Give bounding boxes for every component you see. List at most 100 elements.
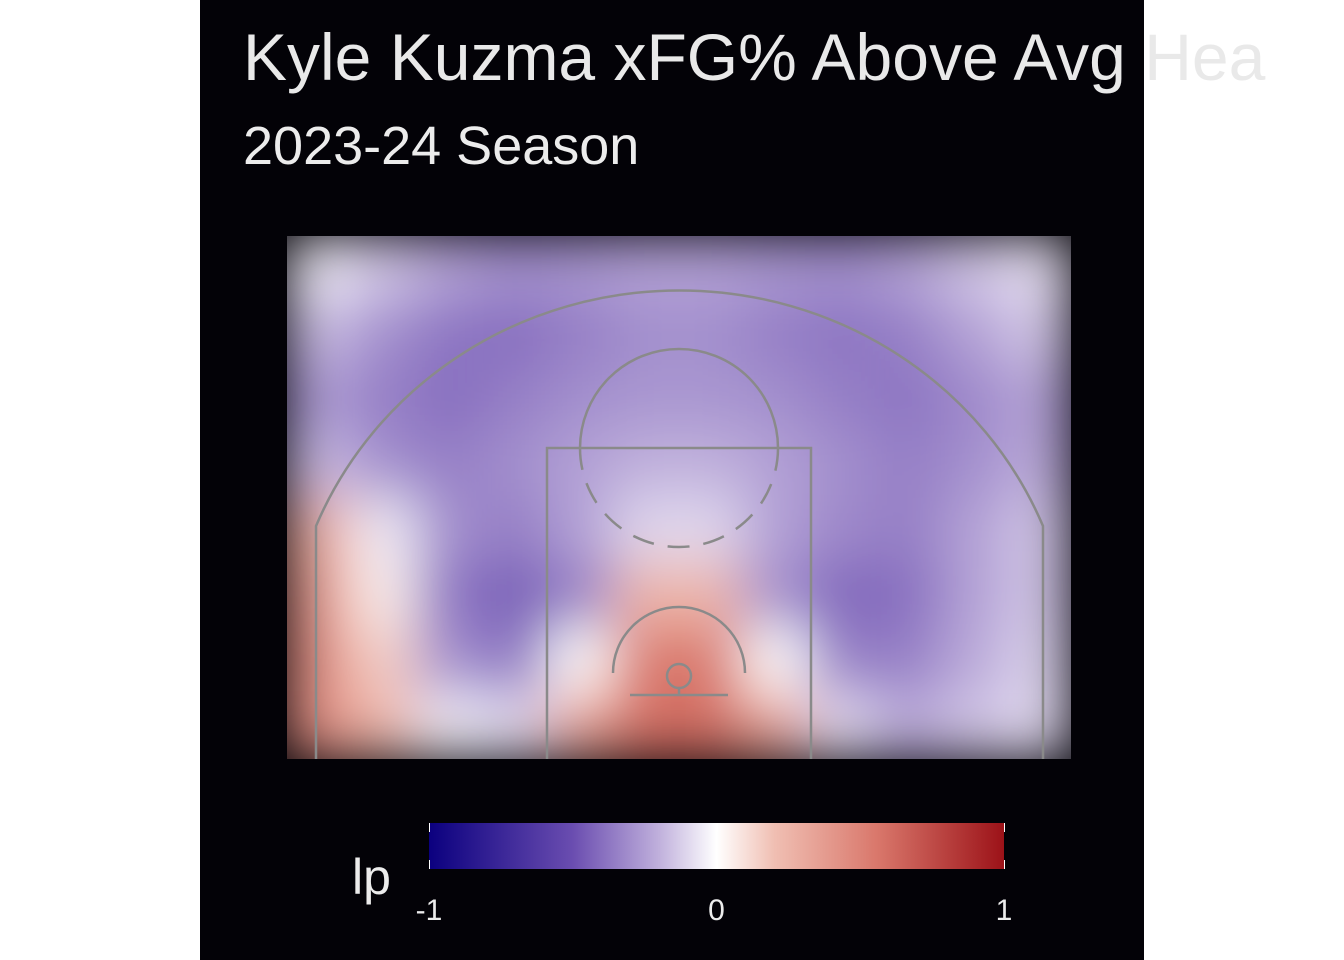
heatmap-cell xyxy=(287,496,354,564)
heatmap-cell xyxy=(808,236,876,303)
heatmap-cell xyxy=(939,365,1007,434)
court-lines xyxy=(314,289,1045,759)
heatmap-cell xyxy=(612,561,680,630)
heatmap-cell xyxy=(351,692,419,759)
heatmap-cell xyxy=(547,365,615,434)
heatmap-cell xyxy=(939,431,1007,499)
legend-tick-mark xyxy=(429,860,430,869)
heatmap-cell xyxy=(939,627,1007,695)
heatmap-cell xyxy=(874,236,942,303)
heatmap-cell xyxy=(287,236,354,303)
heatmap-cell xyxy=(678,300,746,368)
heatmap-cell xyxy=(678,431,746,499)
heatmap-cell xyxy=(808,365,876,434)
heatmap-cell xyxy=(1004,431,1071,499)
heatmap-cell xyxy=(1004,561,1071,630)
heatmap-cell xyxy=(1004,496,1071,564)
heatmap-cell xyxy=(939,300,1007,368)
heatmap-cell xyxy=(351,496,419,564)
heatmap-cell xyxy=(547,561,615,630)
heatmap-cell xyxy=(743,365,811,434)
heatmap-cell xyxy=(287,627,354,695)
heatmap-cell xyxy=(743,692,811,759)
heatmap-cell xyxy=(612,431,680,499)
legend-tick-mark xyxy=(1004,823,1005,832)
restricted-area-arc xyxy=(611,605,747,674)
heatmap-cell xyxy=(874,431,942,499)
heatmap-cell xyxy=(678,692,746,759)
heatmap-cell xyxy=(612,692,680,759)
heatmap-cell xyxy=(416,236,484,303)
heatmap-cell xyxy=(678,561,746,630)
paint-lane xyxy=(545,446,813,759)
heatmap-cell xyxy=(351,627,419,695)
rim xyxy=(665,662,693,690)
heatmap-cell xyxy=(808,496,876,564)
heatmap-cell xyxy=(874,300,942,368)
heatmap-cell xyxy=(482,236,550,303)
legend-tick-mark xyxy=(716,823,718,832)
heatmap-cell xyxy=(808,300,876,368)
heatmap-cell xyxy=(874,627,942,695)
heatmap-cell xyxy=(874,561,942,630)
heatmap-cell xyxy=(1004,365,1071,434)
heatmap-cell xyxy=(547,236,615,303)
legend-title: lp xyxy=(352,849,391,905)
heatmap-cell xyxy=(743,236,811,303)
heatmap-cell xyxy=(939,236,1007,303)
heatmap-cell xyxy=(482,496,550,564)
heatmap-cell xyxy=(874,365,942,434)
heatmap-cell xyxy=(482,692,550,759)
heatmap-cell xyxy=(482,300,550,368)
heatmap-cell xyxy=(482,431,550,499)
heatmap-cell xyxy=(416,561,484,630)
legend-tick-mark xyxy=(1004,860,1005,869)
heatmap-cell xyxy=(874,496,942,564)
heatmap-cell xyxy=(939,561,1007,630)
heatmap-cell xyxy=(351,300,419,368)
heatmap-cell xyxy=(808,561,876,630)
heatmap-cell xyxy=(874,692,942,759)
heatmap-cells xyxy=(287,236,1071,759)
heatmap-cell xyxy=(416,431,484,499)
heatmap-cell xyxy=(547,300,615,368)
free-throw-circle-bottom xyxy=(578,447,780,549)
heatmap-cell xyxy=(808,431,876,499)
free-throw-circle-top xyxy=(578,347,780,449)
heatmap-cell xyxy=(1004,627,1071,695)
heatmap-cell xyxy=(678,496,746,564)
heatmap-cell xyxy=(743,300,811,368)
heatmap-cell xyxy=(416,496,484,564)
heatmap-cell xyxy=(287,365,354,434)
heatmap-cell xyxy=(351,431,419,499)
legend-tick-label: 1 xyxy=(995,894,1013,927)
heatmap-cell xyxy=(351,365,419,434)
heatmap-cell xyxy=(1004,300,1071,368)
heatmap-cell xyxy=(416,692,484,759)
heatmap-cell xyxy=(547,692,615,759)
heatmap-cell xyxy=(939,496,1007,564)
heatmap-cell xyxy=(547,627,615,695)
heatmap-cell xyxy=(482,365,550,434)
heatmap-cell xyxy=(808,692,876,759)
heatmap-cell xyxy=(743,627,811,695)
legend-tick-label: 0 xyxy=(708,894,725,927)
heatmap-cell xyxy=(351,561,419,630)
heatmap-cell xyxy=(416,300,484,368)
heatmap-cell xyxy=(612,365,680,434)
court-heatmap xyxy=(287,236,1071,759)
heatmap-cell xyxy=(287,692,354,759)
chart-subtitle: 2023-24 Season xyxy=(243,116,640,176)
heatmap-cell xyxy=(743,561,811,630)
heatmap-cell xyxy=(743,496,811,564)
heatmap-cell xyxy=(287,300,354,368)
legend-tick-label: -1 xyxy=(415,894,443,927)
legend-tick-mark xyxy=(716,860,718,869)
heatmap-cell xyxy=(482,561,550,630)
heatmap-cell xyxy=(351,236,419,303)
heatmap-cell xyxy=(808,627,876,695)
heatmap-cell xyxy=(939,692,1007,759)
heatmap-cell xyxy=(1004,236,1071,303)
heatmap-cell xyxy=(416,627,484,695)
heatmap-cell xyxy=(482,627,550,695)
